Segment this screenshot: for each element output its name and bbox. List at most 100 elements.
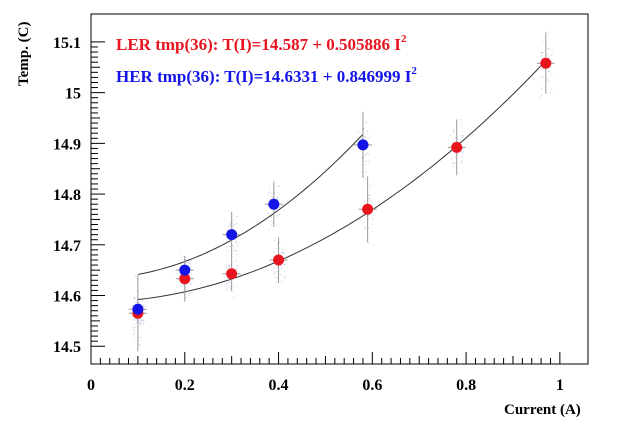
y-tick-label: 14.5 <box>53 339 81 356</box>
raw-sample <box>367 130 369 132</box>
raw-sample <box>368 144 370 146</box>
raw-sample <box>229 279 231 281</box>
raw-sample <box>281 252 283 254</box>
raw-sample <box>230 221 232 223</box>
data-point <box>132 303 144 315</box>
raw-sample <box>182 284 184 286</box>
raw-sample <box>236 245 238 247</box>
raw-sample <box>188 295 190 297</box>
data-point <box>179 273 191 285</box>
raw-sample <box>371 230 373 232</box>
raw-sample <box>229 264 231 266</box>
raw-sample <box>180 249 182 251</box>
raw-sample <box>541 87 543 89</box>
raw-sample <box>190 267 192 269</box>
legend-her-sup: 2 <box>411 65 417 77</box>
raw-sample <box>273 273 275 275</box>
raw-sample <box>365 178 367 180</box>
raw-sample <box>279 241 281 243</box>
raw-sample <box>276 282 278 284</box>
x-tick-label: 0.8 <box>456 377 476 394</box>
raw-sample <box>189 292 191 294</box>
raw-sample <box>279 207 281 209</box>
raw-sample <box>368 214 370 216</box>
raw-sample <box>364 155 366 157</box>
raw-sample <box>540 76 542 78</box>
raw-sample <box>225 267 227 269</box>
raw-sample <box>451 142 453 144</box>
raw-sample <box>132 315 134 317</box>
raw-sample <box>279 185 281 187</box>
raw-sample <box>277 199 279 201</box>
raw-sample <box>365 120 367 122</box>
raw-sample <box>368 160 370 162</box>
y-tick-label: 14.8 <box>53 187 81 204</box>
raw-sample <box>367 198 369 200</box>
raw-sample <box>368 137 370 139</box>
raw-sample <box>461 156 463 158</box>
raw-sample <box>284 270 286 272</box>
raw-sample <box>373 244 375 246</box>
raw-sample <box>188 263 190 265</box>
raw-sample <box>227 277 229 279</box>
raw-sample <box>189 262 191 264</box>
x-axis-title: Current (A) <box>504 402 581 418</box>
legend-entry-ler: LER tmp(36): T(I)=14.587 + 0.505886 I2 <box>116 33 407 54</box>
raw-sample <box>133 323 135 325</box>
raw-sample <box>369 242 371 244</box>
legend-entry-her: HER tmp(36): T(I)=14.6331 + 0.846999 I2 <box>116 65 417 86</box>
raw-sample <box>138 321 140 323</box>
raw-sample <box>183 285 185 287</box>
data-point <box>273 254 285 266</box>
raw-sample <box>141 300 143 302</box>
x-tick-label: 0.4 <box>269 377 289 394</box>
raw-sample <box>232 245 234 247</box>
raw-sample <box>360 137 362 139</box>
raw-sample <box>282 249 284 251</box>
raw-sample <box>236 216 238 218</box>
raw-sample <box>140 321 142 323</box>
legend: LER tmp(36): T(I)=14.587 + 0.505886 I2 H… <box>116 33 417 86</box>
raw-sample <box>363 157 365 159</box>
raw-sample <box>541 88 543 90</box>
raw-sample <box>139 302 141 304</box>
raw-sample <box>132 305 134 307</box>
raw-sample <box>277 185 279 187</box>
raw-sample <box>361 138 363 140</box>
raw-sample <box>234 241 236 243</box>
raw-sample <box>540 96 542 98</box>
raw-sample <box>370 200 372 202</box>
raw-sample <box>364 201 366 203</box>
raw-sample <box>189 266 191 268</box>
raw-sample <box>188 284 190 286</box>
raw-sample <box>540 94 542 96</box>
raw-sample <box>228 224 230 226</box>
raw-sample <box>540 52 542 54</box>
raw-sample <box>456 138 458 140</box>
raw-sample <box>284 263 286 265</box>
x-tick-label: 0.2 <box>175 377 195 394</box>
data-point <box>362 203 374 215</box>
raw-sample <box>139 344 141 346</box>
raw-sample <box>234 285 236 287</box>
raw-sample <box>365 215 367 217</box>
raw-sample <box>551 89 553 91</box>
raw-sample <box>269 185 271 187</box>
raw-sample <box>283 252 285 254</box>
raw-sample <box>451 162 453 164</box>
raw-sample <box>450 135 452 137</box>
raw-sample <box>542 41 544 43</box>
raw-sample <box>363 155 365 157</box>
raw-sample <box>461 151 463 153</box>
y-tick-label: 14.9 <box>53 136 81 153</box>
raw-sample <box>542 52 544 54</box>
raw-sample <box>190 272 192 274</box>
raw-sample <box>551 49 553 51</box>
raw-sample <box>132 329 134 331</box>
raw-sample <box>371 217 373 219</box>
raw-sample <box>372 204 374 206</box>
raw-sample <box>272 197 274 199</box>
raw-sample <box>454 130 456 132</box>
raw-sample <box>364 160 366 162</box>
raw-sample <box>236 268 238 270</box>
